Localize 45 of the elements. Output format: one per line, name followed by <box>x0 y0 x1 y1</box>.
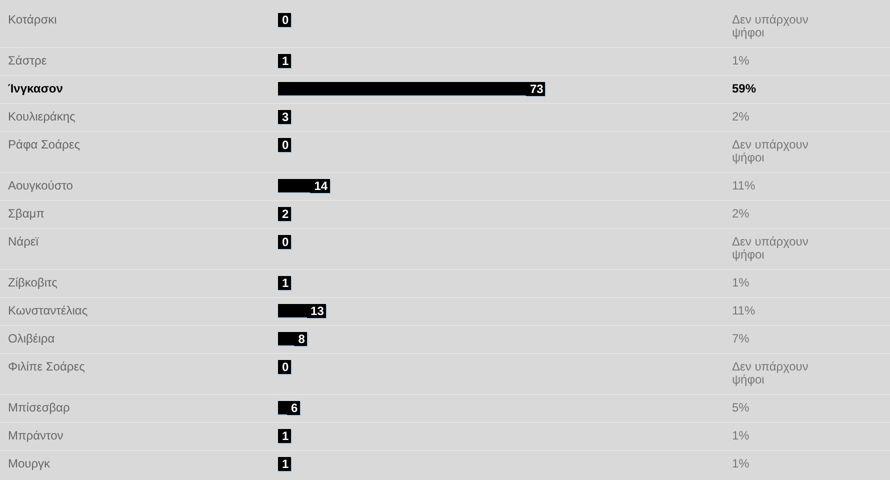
text: 2% <box>732 206 750 220</box>
y-tick-label: Κωνσταντέλιας <box>8 303 88 318</box>
text: 1% <box>732 53 750 68</box>
data-label: 0 <box>278 360 291 374</box>
text: 11% <box>732 303 756 318</box>
data-label: 0 <box>278 138 291 152</box>
y-tick-label: Αουγκούστο <box>8 178 74 192</box>
data-label: 1 <box>278 429 291 443</box>
data-label: 3 <box>278 110 291 124</box>
y-tick-label: Μπράντον <box>8 428 64 442</box>
data-label: 14 <box>310 179 330 193</box>
y-tick-label: Σβαμπ <box>8 206 44 220</box>
data-label: 8 <box>294 332 307 346</box>
data-label: 0 <box>278 235 291 249</box>
data-label: 1 <box>278 276 291 290</box>
text: Δεν υπάρχουν ψήφοι <box>732 359 808 386</box>
y-tick-label: Φιλίπε Σοάρες <box>8 359 86 374</box>
text: Δεν υπάρχουν ψήφοι <box>732 137 808 164</box>
y-tick-label: Κοτάρσκι <box>8 12 58 26</box>
text: 1% <box>732 275 750 290</box>
data-label: 1 <box>278 457 291 471</box>
text: 59% <box>732 81 756 96</box>
text: Δεν υπάρχουν ψήφοι <box>732 12 808 40</box>
text: 11% <box>732 178 756 192</box>
data-label: 13 <box>306 304 326 318</box>
y-tick-label: Μουργκ <box>8 456 52 470</box>
text: 7% <box>732 331 750 346</box>
data-label: 0 <box>278 13 291 27</box>
text: 2% <box>732 109 750 124</box>
data-label: 73 <box>526 82 546 96</box>
text: 1% <box>732 456 750 470</box>
y-tick-label: Νάρεϊ <box>8 234 39 248</box>
y-tick-label: Κουλιεράκης <box>8 109 76 124</box>
y-tick-label: Ζίβκοβιτς <box>8 275 58 290</box>
data-label: 6 <box>286 401 300 415</box>
data-label: 2 <box>278 207 291 221</box>
y-tick-label: Ράφα Σοάρες <box>8 137 80 152</box>
text: 5% <box>732 400 750 414</box>
data-label: 1 <box>278 54 291 68</box>
y-tick-label: Ολιβέιρα <box>8 331 55 346</box>
text: 1% <box>732 428 750 442</box>
y-tick-label: Ίνγκασον <box>8 81 64 96</box>
text: Δεν υπάρχουν ψήφοι <box>732 234 808 262</box>
y-tick-label: Σάστρε <box>8 53 48 68</box>
y-tick-label: Μπίσεσβαρ <box>8 400 70 414</box>
